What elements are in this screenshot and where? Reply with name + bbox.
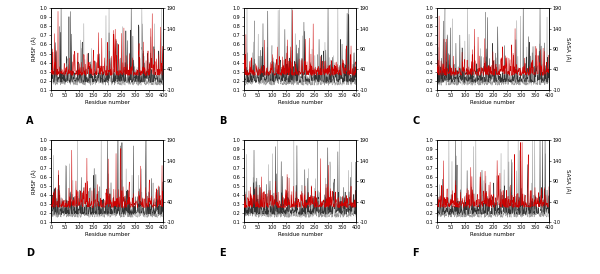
Text: D: D [26,248,34,258]
X-axis label: Residue number: Residue number [85,100,130,105]
X-axis label: Residue number: Residue number [85,232,130,237]
Y-axis label: RMSF (Å): RMSF (Å) [31,169,37,193]
X-axis label: Residue number: Residue number [470,232,515,237]
X-axis label: Residue number: Residue number [278,232,323,237]
Text: C: C [412,116,419,126]
Y-axis label: RMSF (Å): RMSF (Å) [31,37,37,61]
X-axis label: Residue number: Residue number [470,100,515,105]
Text: A: A [26,116,34,126]
Text: B: B [219,116,227,126]
Y-axis label: SASA (Å): SASA (Å) [565,169,570,193]
Text: F: F [412,248,419,258]
Text: E: E [219,248,226,258]
Y-axis label: SASA (Å): SASA (Å) [565,37,570,61]
X-axis label: Residue number: Residue number [278,100,323,105]
